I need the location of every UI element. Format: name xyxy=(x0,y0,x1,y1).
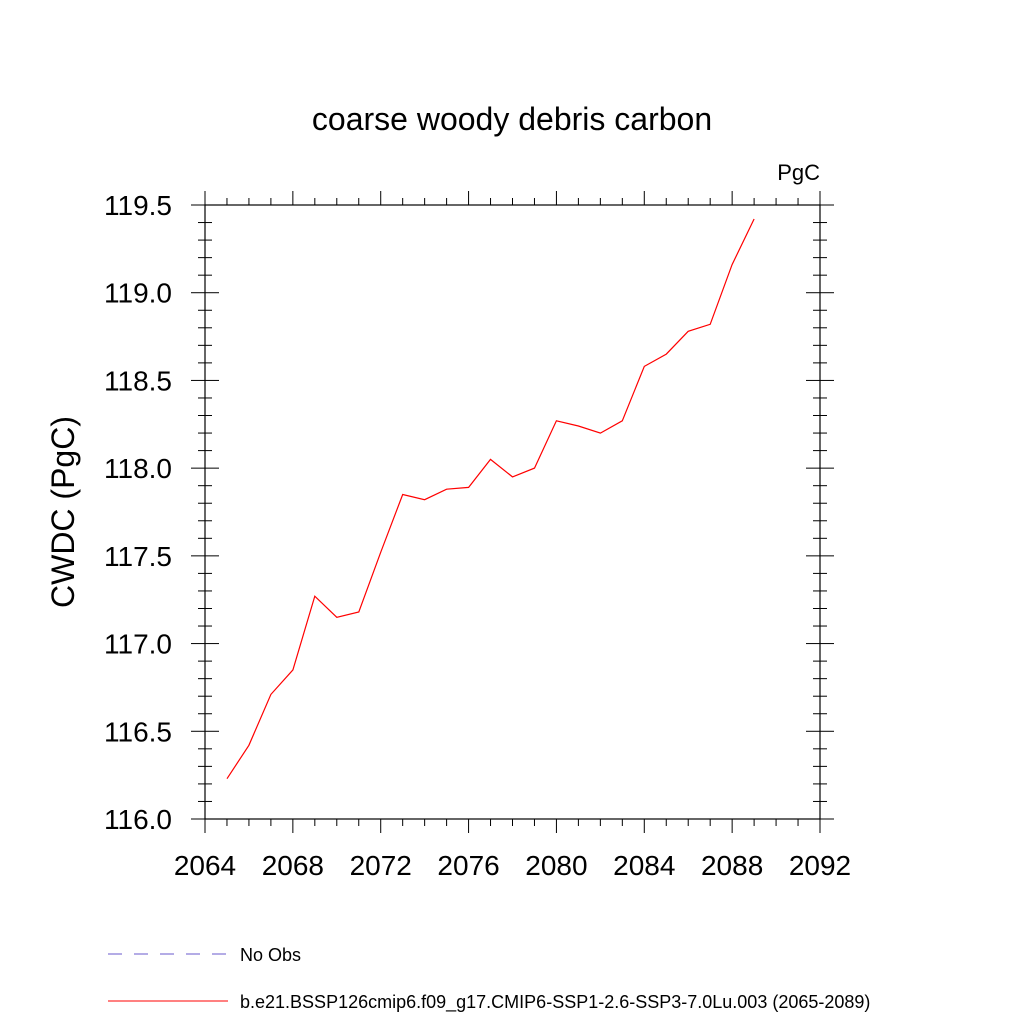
legend: No Obs b.e21.BSSP126cmip6.f09_g17.CMIP6-S… xyxy=(108,945,870,1013)
axis-ticks xyxy=(191,191,834,833)
y-tick-label: 118.0 xyxy=(104,453,172,484)
legend-label: b.e21.BSSP126cmip6.f09_g17.CMIP6-SSP1-2.… xyxy=(240,992,870,1013)
x-tick-label: 2092 xyxy=(789,850,851,881)
y-tick-label: 116.0 xyxy=(104,804,172,835)
y-tick-label: 118.5 xyxy=(104,365,172,396)
series-lines xyxy=(226,218,755,780)
x-tick-label: 2068 xyxy=(262,850,324,881)
series-line xyxy=(226,218,755,780)
x-tick-label: 2072 xyxy=(350,850,412,881)
legend-label: No Obs xyxy=(240,945,301,965)
y-tick-label: 117.5 xyxy=(104,541,172,572)
x-tick-label: 2076 xyxy=(437,850,499,881)
y-tick-label: 117.0 xyxy=(104,629,172,660)
x-tick-label: 2080 xyxy=(525,850,587,881)
y-tick-label: 119.5 xyxy=(104,190,172,221)
units-label: PgC xyxy=(777,160,820,185)
x-tick-label: 2064 xyxy=(174,850,236,881)
y-axis-label: CWDC (PgC) xyxy=(45,416,81,608)
plot-frame xyxy=(204,204,821,820)
chart-title: coarse woody debris carbon xyxy=(312,101,712,137)
y-tick-label: 119.0 xyxy=(104,278,172,309)
y-tick-label: 116.5 xyxy=(104,716,172,747)
tick-labels: 2064 2068 2072 2076 2080 2084 2088 2092 116.0 116… xyxy=(104,190,851,881)
x-tick-label: 2084 xyxy=(613,850,675,881)
x-tick-label: 2088 xyxy=(701,850,763,881)
